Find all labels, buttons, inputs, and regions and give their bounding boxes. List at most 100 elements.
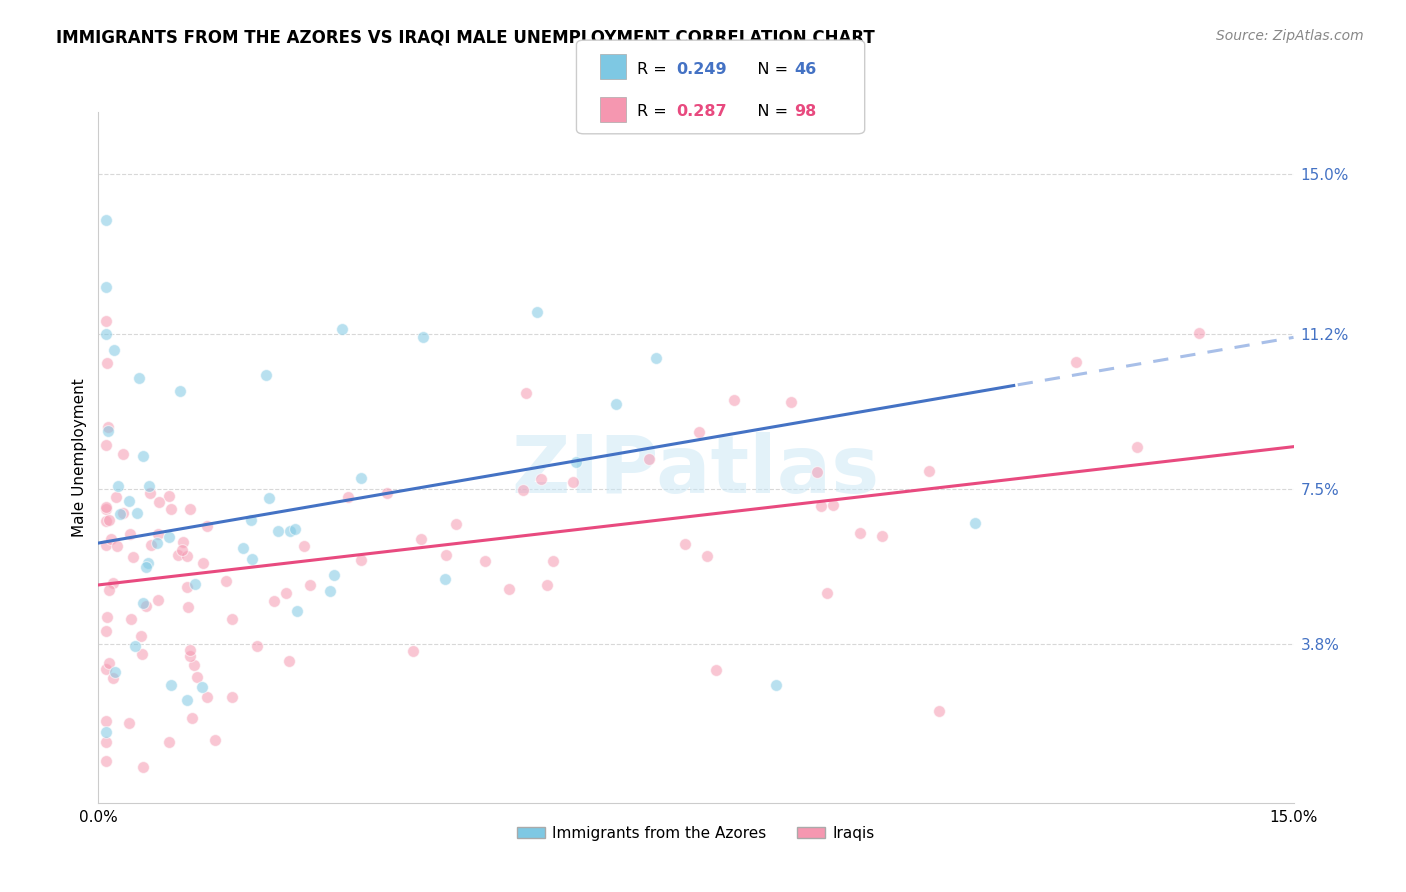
- Point: [107, 479, 129, 493]
- Point: [806, 465, 828, 479]
- Point: [104, 665, 127, 679]
- Point: [118, 715, 141, 730]
- Point: [512, 483, 534, 497]
- Point: [148, 593, 170, 607]
- Point: [284, 523, 307, 537]
- Point: [515, 386, 537, 401]
- Point: [186, 670, 208, 684]
- Point: [434, 572, 457, 586]
- Point: [96, 724, 118, 739]
- Point: [146, 536, 169, 550]
- Text: Source: ZipAtlas.com: Source: ZipAtlas.com: [1216, 29, 1364, 43]
- Point: [263, 594, 285, 608]
- Point: [918, 464, 941, 478]
- Text: R =: R =: [637, 62, 672, 77]
- Point: [530, 472, 553, 486]
- Point: [108, 507, 131, 521]
- Point: [319, 584, 342, 599]
- Point: [96, 538, 118, 552]
- Legend: Immigrants from the Azores, Iraqis: Immigrants from the Azores, Iraqis: [512, 820, 880, 847]
- Point: [267, 524, 290, 539]
- Point: [191, 557, 214, 571]
- Point: [294, 539, 316, 553]
- Point: [157, 734, 180, 748]
- Point: [526, 305, 548, 319]
- Point: [810, 499, 832, 513]
- Point: [129, 628, 152, 642]
- Point: [96, 502, 118, 516]
- Point: [536, 578, 558, 592]
- Point: [97, 420, 120, 434]
- Point: [246, 640, 269, 654]
- Point: [112, 506, 135, 520]
- Point: [350, 553, 373, 567]
- Point: [167, 549, 190, 563]
- Point: [221, 690, 243, 704]
- Point: [132, 449, 155, 463]
- Text: IMMIGRANTS FROM THE AZORES VS IRAQI MALE UNEMPLOYMENT CORRELATION CHART: IMMIGRANTS FROM THE AZORES VS IRAQI MALE…: [56, 29, 875, 46]
- Point: [1126, 440, 1149, 454]
- Text: 0.249: 0.249: [676, 62, 727, 77]
- Text: 46: 46: [794, 62, 817, 77]
- Point: [821, 498, 844, 512]
- Point: [765, 678, 787, 692]
- Point: [180, 711, 202, 725]
- Point: [97, 513, 120, 527]
- Point: [183, 658, 205, 673]
- Point: [498, 582, 520, 597]
- Point: [103, 343, 125, 358]
- Point: [330, 322, 353, 336]
- Point: [963, 516, 986, 530]
- Point: [299, 578, 322, 592]
- Point: [870, 528, 893, 542]
- Point: [541, 554, 564, 568]
- Point: [204, 732, 226, 747]
- Point: [215, 574, 238, 588]
- Point: [232, 541, 254, 555]
- Point: [97, 656, 120, 670]
- Point: [337, 490, 360, 504]
- Point: [124, 640, 146, 654]
- Text: R =: R =: [637, 104, 672, 120]
- Point: [169, 384, 191, 398]
- Point: [138, 486, 160, 500]
- Point: [148, 527, 170, 541]
- Point: [605, 396, 627, 410]
- Point: [696, 549, 718, 563]
- Point: [135, 599, 157, 613]
- Point: [105, 490, 128, 504]
- Point: [257, 491, 280, 505]
- Point: [179, 648, 201, 663]
- Point: [815, 586, 838, 600]
- Point: [96, 500, 118, 515]
- Point: [125, 506, 148, 520]
- Point: [645, 351, 668, 365]
- Point: [96, 437, 118, 451]
- Point: [131, 596, 153, 610]
- Point: [1188, 326, 1211, 340]
- Point: [375, 486, 398, 500]
- Text: ZIPatlas: ZIPatlas: [512, 432, 880, 510]
- Point: [96, 327, 118, 342]
- Point: [434, 548, 457, 562]
- Point: [184, 576, 207, 591]
- Point: [160, 501, 183, 516]
- Point: [120, 611, 142, 625]
- Point: [96, 280, 118, 294]
- Point: [191, 681, 214, 695]
- Point: [96, 213, 118, 227]
- Point: [402, 643, 425, 657]
- Point: [105, 539, 128, 553]
- Point: [179, 502, 201, 516]
- Point: [101, 672, 124, 686]
- Point: [131, 647, 153, 661]
- Point: [100, 532, 122, 546]
- Point: [101, 576, 124, 591]
- Point: [97, 583, 120, 598]
- Point: [176, 581, 198, 595]
- Point: [637, 452, 659, 467]
- Point: [118, 494, 141, 508]
- Point: [723, 393, 745, 408]
- Point: [96, 624, 118, 638]
- Point: [160, 678, 183, 692]
